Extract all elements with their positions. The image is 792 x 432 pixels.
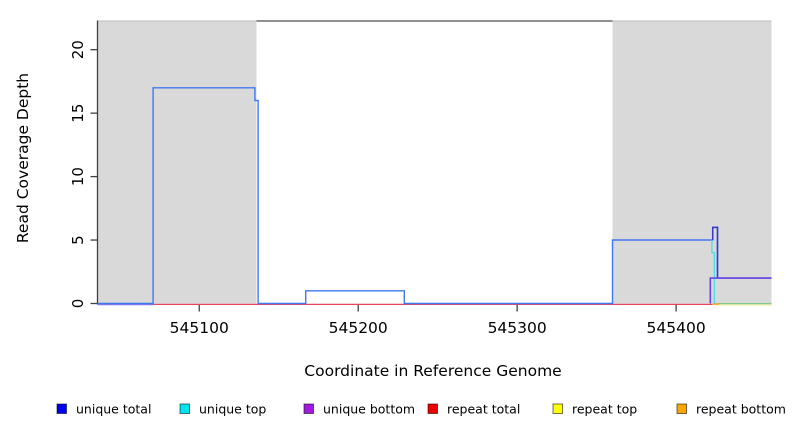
- legend-label: repeat total: [447, 402, 520, 417]
- x-tick-label: 545300: [488, 319, 547, 337]
- unique-total-spike-overlay: [711, 226, 719, 279]
- legend-swatch: [303, 403, 314, 414]
- legend-label: repeat bottom: [696, 402, 786, 417]
- y-tick-label: 0: [69, 299, 87, 309]
- legend-swatch: [676, 403, 687, 414]
- y-axis-title: Read Coverage Depth: [14, 73, 32, 243]
- legend-label: unique total: [76, 402, 151, 417]
- x-tick-label: 545200: [329, 319, 388, 337]
- x-tick-label: 545100: [170, 319, 229, 337]
- y-tick-label: 10: [69, 167, 87, 186]
- x-tick-label: 545400: [647, 319, 706, 337]
- y-tick-label: 5: [69, 235, 87, 245]
- unique-bottom-line: [709, 277, 772, 304]
- x-axis-title: Coordinate in Reference Genome: [304, 362, 561, 380]
- legend-swatch: [427, 403, 438, 414]
- legend-swatch: [552, 403, 563, 414]
- legend-swatch: [56, 403, 67, 414]
- shaded-region: [97, 20, 257, 304]
- y-tick-label: 20: [69, 40, 87, 59]
- legend-label: repeat top: [572, 402, 637, 417]
- legend-swatch: [179, 403, 190, 414]
- legend-label: unique top: [199, 402, 266, 417]
- legend-label: unique bottom: [323, 402, 415, 417]
- y-tick-label: 15: [69, 104, 87, 123]
- shaded-region: [612, 20, 772, 304]
